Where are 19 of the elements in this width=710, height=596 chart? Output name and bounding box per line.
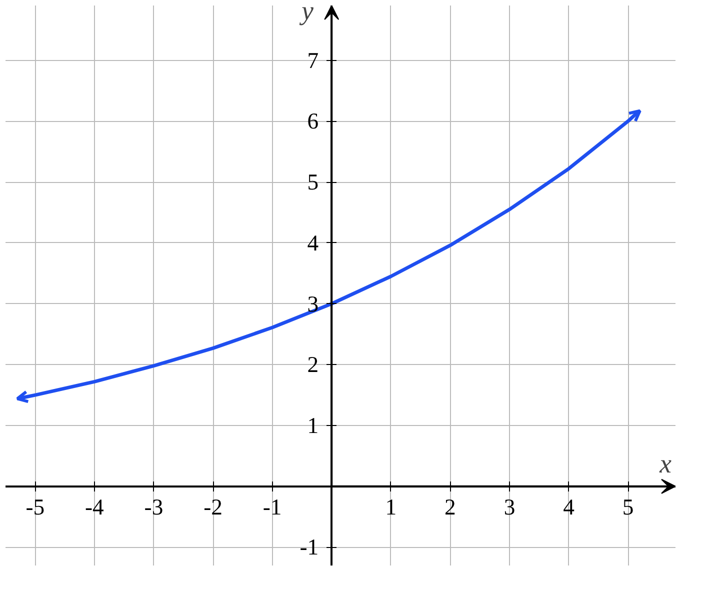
x-tick-label: -2 bbox=[204, 494, 222, 520]
y-tick-label: 4 bbox=[307, 230, 319, 256]
x-tick-label: -3 bbox=[144, 494, 164, 520]
y-tick-label: 6 bbox=[307, 108, 319, 134]
x-tick-label: -1 bbox=[262, 494, 282, 520]
x-tick-label: 4 bbox=[563, 494, 574, 520]
x-tick-label: 3 bbox=[504, 494, 516, 520]
x-tick-label: -4 bbox=[85, 494, 104, 520]
y-axis-title: y bbox=[298, 0, 314, 26]
x-tick-label: 2 bbox=[444, 494, 456, 520]
y-tick-label: 7 bbox=[307, 48, 319, 73]
x-tick-label: -5 bbox=[26, 494, 45, 520]
x-axis-title: x bbox=[658, 448, 672, 478]
y-tick-label: 5 bbox=[307, 170, 319, 195]
y-tick-label: 1 bbox=[307, 413, 319, 438]
y-tick-label: -1 bbox=[300, 534, 319, 560]
x-tick-label: 1 bbox=[385, 494, 397, 520]
y-tick-label: 2 bbox=[307, 352, 319, 378]
x-tick-label: 5 bbox=[622, 494, 634, 520]
